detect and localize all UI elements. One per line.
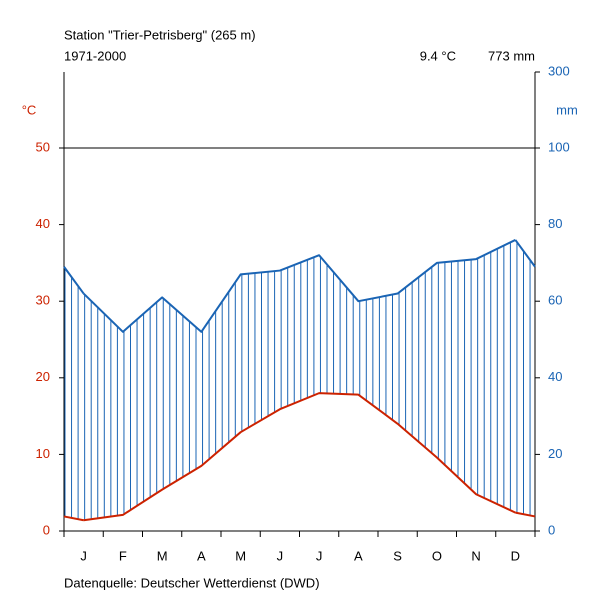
- y-tick-label: 30: [36, 293, 50, 308]
- precipitation-line: [82, 239, 516, 333]
- x-tick-label: O: [432, 548, 442, 563]
- x-tick-label: J: [80, 548, 87, 563]
- y2-tick-label: 100: [548, 139, 570, 154]
- temperature-line-edge: [63, 511, 536, 522]
- x-tick-label: A: [354, 548, 363, 563]
- y2-tick-label: 80: [548, 216, 562, 231]
- y-tick-label: 20: [36, 369, 50, 384]
- x-tick-label: M: [235, 548, 246, 563]
- mean-temperature: 9.4 °C: [420, 48, 456, 63]
- annual-precipitation: 773 mm: [488, 48, 535, 63]
- y-tick-label: 50: [36, 139, 50, 154]
- y2-tick-label: 60: [548, 293, 562, 308]
- y2-tick-label: 20: [548, 446, 562, 461]
- x-tick-label: J: [277, 548, 284, 563]
- y-tick-label: 10: [36, 446, 50, 461]
- source-note: Datenquelle: Deutscher Wetterdienst (DWD…: [64, 575, 320, 590]
- chart-subtitle: 1971-2000: [64, 48, 126, 63]
- y-tick-label: 40: [36, 216, 50, 231]
- y2-tick-label: 0: [548, 522, 555, 537]
- y-axis-label: °C: [22, 102, 37, 117]
- x-tick-label: D: [511, 548, 520, 563]
- y-tick-label: 0: [43, 522, 50, 537]
- y2-tick-label: 300: [548, 63, 570, 78]
- x-tick-label: N: [471, 548, 480, 563]
- y2-axis-label: mm: [556, 102, 578, 117]
- temperature-line: [83, 392, 516, 522]
- x-tick-label: M: [157, 548, 168, 563]
- chart-title: Station "Trier-Petrisberg" (265 m): [64, 27, 256, 42]
- precipitation-line-edge: [63, 239, 536, 295]
- y2-tick-label: 40: [548, 369, 562, 384]
- x-tick-label: F: [119, 548, 127, 563]
- x-tick-label: S: [393, 548, 402, 563]
- x-tick-label: J: [316, 548, 323, 563]
- x-tick-label: A: [197, 548, 206, 563]
